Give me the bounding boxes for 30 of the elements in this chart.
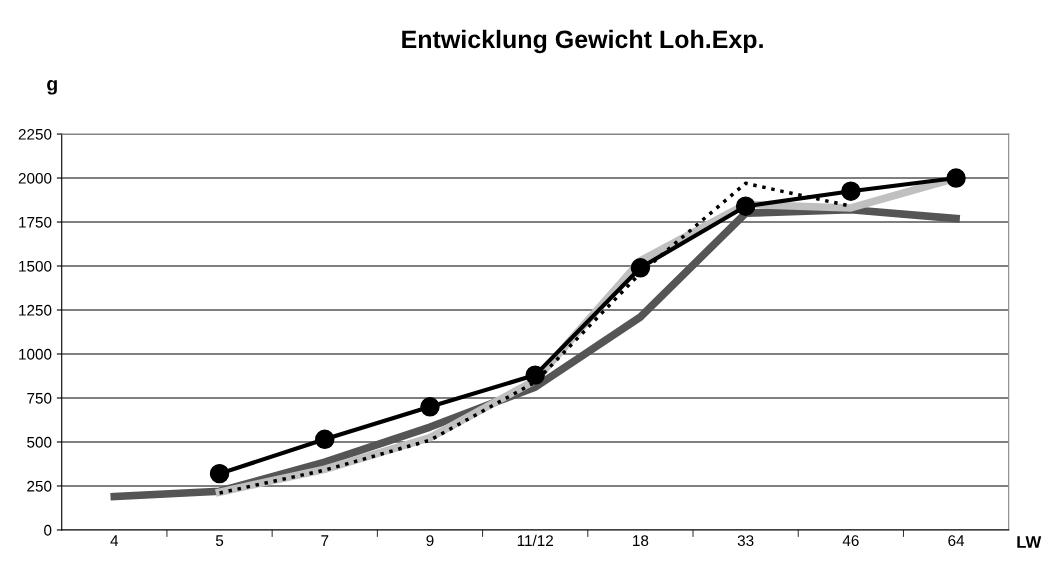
x-tick-label: 33 bbox=[737, 535, 754, 547]
y-tick-label: 1250 bbox=[19, 304, 52, 316]
y-axis-title: g bbox=[47, 80, 57, 95]
y-tick-label: 2000 bbox=[18, 172, 52, 184]
point bbox=[735, 196, 756, 216]
y-tick-label: 2250 bbox=[18, 128, 52, 140]
point bbox=[420, 397, 440, 417]
point bbox=[841, 181, 861, 201]
y-tick-label: 750 bbox=[27, 392, 52, 404]
x-tick-label: 64 bbox=[948, 535, 965, 547]
x-tick-label: 4 bbox=[110, 535, 119, 546]
x-tick-label: 11/12 bbox=[517, 534, 553, 547]
point bbox=[315, 429, 335, 450]
y-tick-label: 1000 bbox=[19, 348, 52, 360]
point bbox=[630, 258, 651, 278]
x-tick-label: 7 bbox=[321, 535, 329, 546]
y-tick-label: 250 bbox=[27, 480, 52, 492]
y-tick-label: 500 bbox=[27, 436, 52, 448]
point bbox=[946, 168, 966, 188]
x-tick-label: 9 bbox=[426, 535, 434, 547]
point bbox=[525, 365, 545, 385]
x-tick-label: 18 bbox=[633, 535, 649, 547]
x-tick-label: 5 bbox=[215, 535, 224, 547]
y-tick-label: 0 bbox=[44, 524, 52, 536]
x-tick-label: 46 bbox=[842, 535, 859, 547]
point bbox=[209, 463, 230, 484]
chart-title: Entwicklung Gewicht Loh.Exp. bbox=[402, 29, 763, 54]
x-axis-title: LW bbox=[1017, 536, 1042, 548]
y-tick-label: 1500 bbox=[19, 260, 52, 272]
y-tick-label: 1750 bbox=[19, 216, 52, 228]
